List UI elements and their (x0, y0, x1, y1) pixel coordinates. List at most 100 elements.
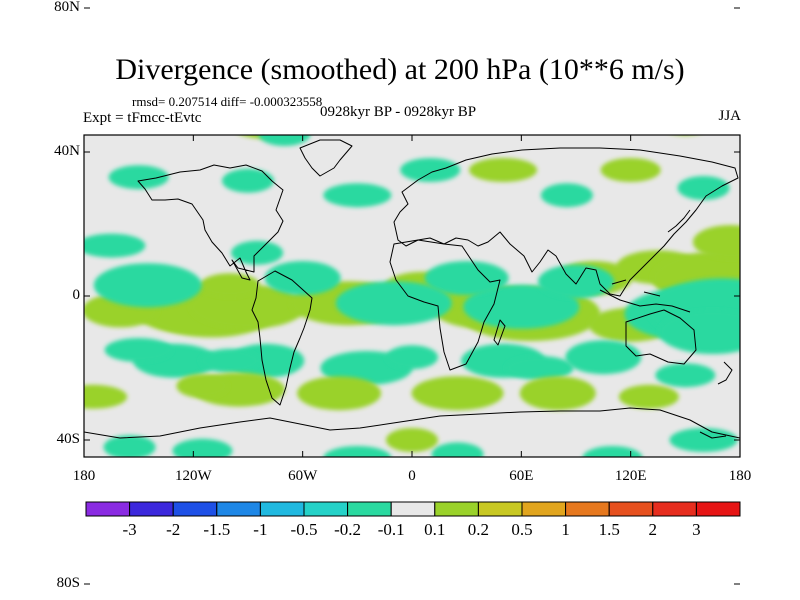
anomaly-blob (692, 225, 740, 259)
anomaly-blob (323, 446, 392, 457)
antarctica-coast (84, 407, 740, 439)
colorbar (85, 501, 741, 517)
australia-coast (625, 309, 697, 365)
colorbar-box (565, 501, 610, 517)
anomaly-contour (433, 68, 501, 92)
anomaly-blob (411, 376, 504, 411)
anomaly-blob (597, 86, 665, 110)
anomaly-contour (546, 86, 606, 110)
colorbar-box (521, 501, 567, 517)
anomaly-contour (680, 135, 691, 136)
anomaly-blob (469, 158, 538, 182)
anomaly-blob (335, 281, 452, 326)
colorbar-box (390, 501, 436, 517)
anomaly-contour (297, 376, 382, 411)
anomaly-contour (386, 345, 438, 370)
new-zealand-coast (717, 361, 733, 385)
anomaly-blob (386, 345, 438, 370)
anomaly-contour (335, 281, 452, 326)
colorbar-box (259, 501, 305, 517)
anomaly-blob (222, 168, 274, 193)
anomaly-contour (323, 183, 392, 208)
south-america-coast (251, 270, 313, 406)
anomaly-contour (505, 356, 574, 380)
anomaly-contour (519, 376, 596, 411)
anomaly-contour (514, 75, 566, 99)
anomaly-blob (505, 356, 574, 380)
anomaly-blob (323, 183, 392, 208)
colorbar-level-label: 0.5 (511, 520, 533, 539)
anomaly-blob (108, 165, 169, 190)
anomaly-contour (346, 61, 406, 85)
anomaly-blob (669, 428, 738, 452)
anomaly-blob (103, 435, 156, 457)
colorbar-box (347, 501, 392, 517)
anomaly-contour (618, 384, 679, 409)
lat-label-eq: 0 (72, 287, 81, 303)
anomaly-contour (93, 263, 202, 308)
colorbar-level-label: 0.2 (467, 520, 490, 539)
anomaly-blob (346, 61, 406, 85)
anomaly-contour (108, 165, 169, 190)
lon-label-60w: 60W (288, 468, 318, 484)
axis-ticks (83, 7, 741, 585)
anomaly-contour (469, 158, 538, 182)
colorbar-level-label: -2 (166, 520, 181, 539)
colorbar-box (129, 501, 174, 517)
colorbar-level-label: 3 (692, 520, 701, 539)
colorbar-level-label: -1 (253, 520, 268, 539)
colorbar-level-label: 0.1 (424, 520, 446, 539)
anomaly-contour (258, 135, 311, 146)
anomaly-contour (431, 442, 484, 457)
colorbar-level-label: -1.5 (203, 520, 231, 539)
anomaly-blob (104, 338, 173, 362)
colorbar-box (434, 501, 479, 517)
lon-label-120w: 120W (174, 468, 212, 484)
colorbar-level-label: 1 (561, 520, 570, 539)
anomaly-contour (222, 168, 274, 193)
colorbar-box (652, 501, 697, 517)
anomaly-blob (680, 135, 691, 136)
anomaly-contour (323, 446, 392, 457)
lon-label-60e: 60E (509, 468, 534, 484)
colorbar-level-label: 2 (648, 520, 658, 539)
anomaly-contour (540, 183, 593, 208)
anomaly-field (84, 61, 740, 457)
anomaly-contour (172, 438, 233, 457)
anomaly-blob (565, 340, 642, 375)
anomaly-blob (677, 176, 730, 200)
anomaly-blob (386, 428, 438, 452)
anomaly-blob (258, 135, 311, 146)
anomaly-blob (463, 284, 580, 329)
greenland-coast (299, 139, 353, 177)
anomaly-blob (199, 273, 260, 298)
anomaly-contour (669, 428, 738, 452)
anomaly-blob (176, 374, 229, 398)
lat-label-40s: 40S (56, 431, 80, 447)
anomaly-blob (84, 233, 146, 258)
lon-label-180w: 180 (72, 468, 96, 484)
indonesia-coast (599, 279, 691, 313)
colorbar-level-label: -0.2 (334, 520, 362, 539)
rmsd-diff-stats: rmsd= 0.207514 diff= -0.000323558 (132, 94, 323, 109)
anomaly-contour (84, 233, 146, 258)
anomaly-contour (103, 435, 156, 457)
anomaly-blob (400, 158, 461, 182)
anomaly-blob (431, 442, 484, 457)
colorbar-level-label: 1.5 (598, 520, 620, 539)
anomaly-contour (655, 363, 716, 388)
north-america-coast (137, 164, 284, 281)
anomaly-contour (386, 428, 438, 452)
lon-label-120e: 120E (614, 468, 647, 484)
anomaly-contour (600, 158, 661, 182)
season-label: JJA (718, 108, 741, 124)
coastlines (84, 139, 740, 439)
lat-label-80n: 80N (54, 0, 80, 15)
anomaly-contour (677, 176, 730, 200)
anomaly-contour (463, 284, 580, 329)
anomaly-blob (424, 261, 509, 295)
colorbar-box (172, 501, 218, 517)
anomaly-contour (176, 374, 229, 398)
anomaly-contour (84, 384, 128, 409)
anomaly-blob (433, 68, 501, 92)
